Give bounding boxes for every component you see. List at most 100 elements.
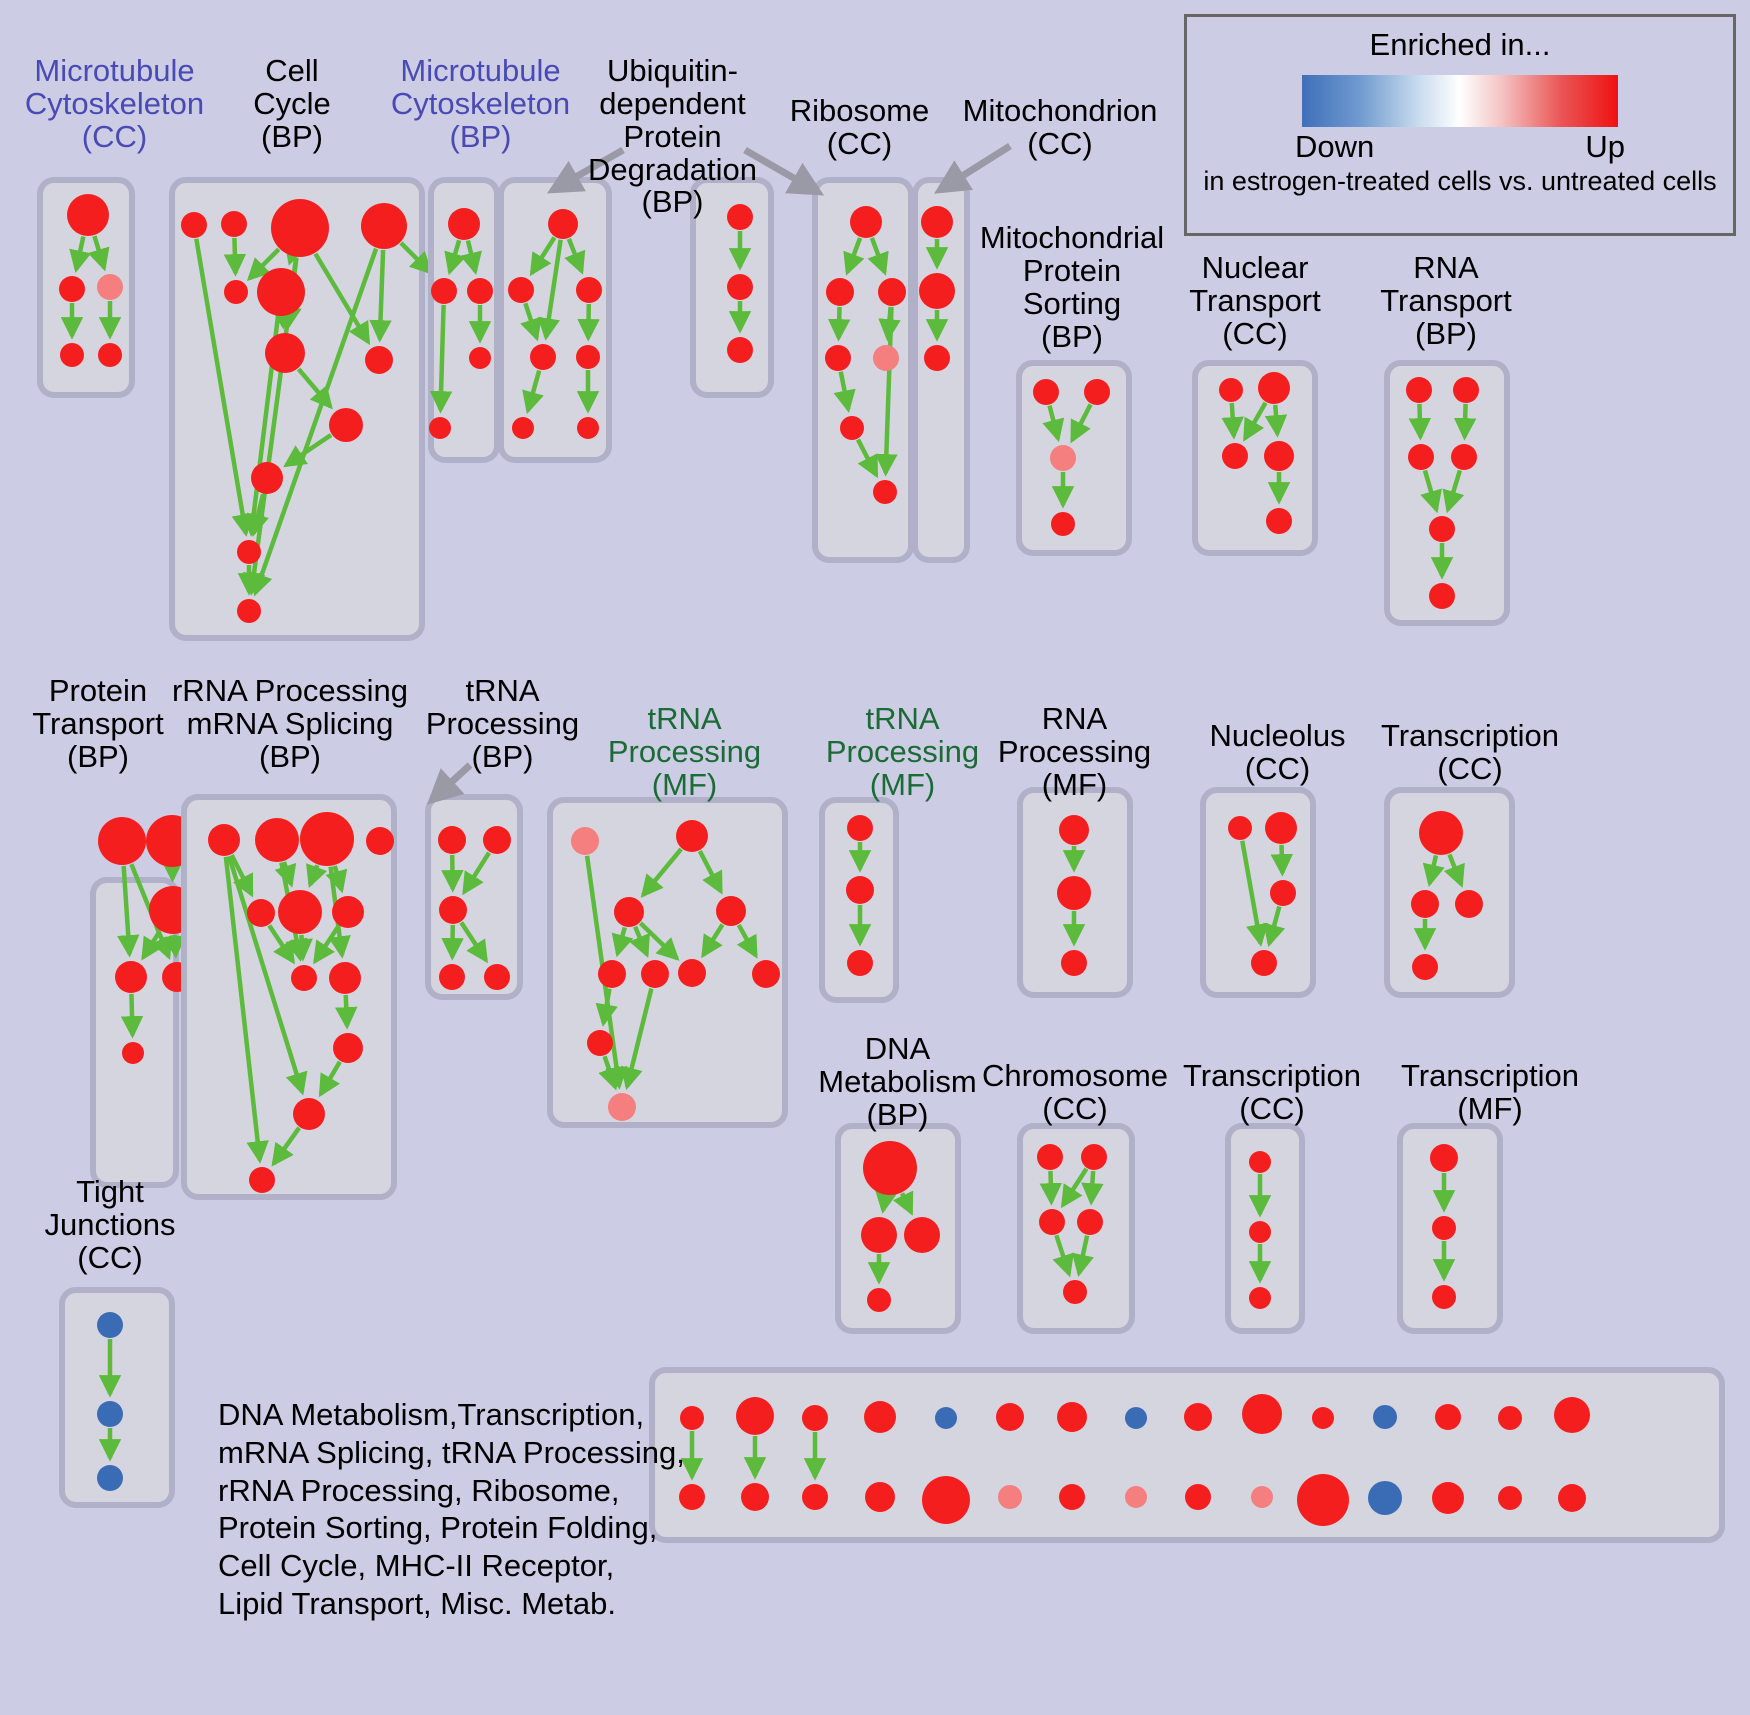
gene-node[interactable]: [265, 333, 305, 373]
gene-node[interactable]: [641, 960, 669, 988]
gene-node[interactable]: [1406, 377, 1432, 403]
gene-node[interactable]: [741, 1483, 769, 1511]
gene-node[interactable]: [1368, 1481, 1402, 1515]
gene-node[interactable]: [727, 337, 753, 363]
gene-node[interactable]: [1265, 812, 1297, 844]
gene-node[interactable]: [329, 408, 363, 442]
gene-node[interactable]: [576, 345, 600, 369]
gene-node[interactable]: [678, 959, 706, 987]
gene-node[interactable]: [1251, 950, 1277, 976]
gene-node[interactable]: [1411, 890, 1439, 918]
gene-node[interactable]: [1219, 378, 1243, 402]
gene-node[interactable]: [237, 540, 261, 564]
gene-node[interactable]: [1455, 890, 1483, 918]
gene-node[interactable]: [864, 1401, 896, 1433]
gene-node[interactable]: [863, 1141, 917, 1195]
gene-node[interactable]: [802, 1405, 828, 1431]
gene-node[interactable]: [1063, 1280, 1087, 1304]
gene-node[interactable]: [1059, 1484, 1085, 1510]
gene-node[interactable]: [1057, 1402, 1087, 1432]
gene-node[interactable]: [530, 344, 556, 370]
gene-node[interactable]: [679, 1484, 705, 1510]
gene-node[interactable]: [878, 278, 906, 306]
gene-node[interactable]: [1312, 1407, 1334, 1429]
gene-node[interactable]: [577, 417, 599, 439]
gene-node[interactable]: [67, 194, 109, 236]
cluster-panel[interactable]: [649, 1367, 1725, 1543]
gene-node[interactable]: [1228, 816, 1252, 840]
gene-node[interactable]: [1453, 377, 1479, 403]
gene-node[interactable]: [60, 343, 84, 367]
gene-node[interactable]: [224, 280, 248, 304]
gene-node[interactable]: [1084, 379, 1110, 405]
gene-node[interactable]: [598, 960, 626, 988]
gene-node[interactable]: [97, 1312, 123, 1338]
gene-node[interactable]: [1057, 876, 1091, 910]
gene-node[interactable]: [293, 1098, 325, 1130]
gene-node[interactable]: [608, 1093, 636, 1121]
gene-node[interactable]: [1429, 516, 1455, 542]
gene-node[interactable]: [1270, 880, 1296, 906]
gene-node[interactable]: [935, 1407, 957, 1429]
gene-node[interactable]: [850, 206, 882, 238]
gene-node[interactable]: [255, 818, 299, 862]
gene-node[interactable]: [291, 965, 317, 991]
cluster-panel[interactable]: [425, 794, 523, 1000]
gene-node[interactable]: [98, 817, 146, 865]
gene-node[interactable]: [467, 278, 493, 304]
gene-node[interactable]: [840, 416, 864, 440]
gene-node[interactable]: [329, 962, 361, 994]
gene-node[interactable]: [361, 203, 407, 249]
gene-node[interactable]: [1125, 1486, 1147, 1508]
gene-node[interactable]: [469, 347, 491, 369]
gene-node[interactable]: [1432, 1285, 1456, 1309]
gene-node[interactable]: [1242, 1394, 1282, 1434]
gene-node[interactable]: [1435, 1404, 1461, 1430]
gene-node[interactable]: [996, 1403, 1024, 1431]
gene-node[interactable]: [247, 899, 275, 927]
gene-node[interactable]: [1059, 815, 1089, 845]
gene-node[interactable]: [1554, 1397, 1590, 1433]
gene-node[interactable]: [826, 278, 854, 306]
gene-node[interactable]: [873, 345, 899, 371]
gene-node[interactable]: [587, 1030, 613, 1056]
gene-node[interactable]: [431, 278, 457, 304]
gene-node[interactable]: [1264, 441, 1294, 471]
gene-node[interactable]: [1558, 1484, 1586, 1512]
gene-node[interactable]: [924, 345, 950, 371]
gene-node[interactable]: [847, 815, 873, 841]
gene-node[interactable]: [1077, 1209, 1103, 1235]
gene-node[interactable]: [1251, 1486, 1273, 1508]
gene-node[interactable]: [1185, 1484, 1211, 1510]
gene-node[interactable]: [861, 1217, 897, 1253]
gene-node[interactable]: [1249, 1221, 1271, 1243]
gene-node[interactable]: [97, 1465, 123, 1491]
gene-node[interactable]: [1373, 1405, 1397, 1429]
gene-node[interactable]: [448, 208, 480, 240]
gene-node[interactable]: [1039, 1209, 1065, 1235]
gene-node[interactable]: [1037, 1144, 1063, 1170]
gene-node[interactable]: [904, 1217, 940, 1253]
cluster-panel[interactable]: [37, 177, 135, 398]
gene-node[interactable]: [484, 964, 510, 990]
gene-node[interactable]: [251, 462, 283, 494]
gene-node[interactable]: [271, 199, 329, 257]
gene-node[interactable]: [181, 212, 207, 238]
gene-node[interactable]: [576, 277, 602, 303]
cluster-panel[interactable]: [1017, 1123, 1135, 1334]
gene-node[interactable]: [921, 206, 953, 238]
gene-node[interactable]: [1432, 1482, 1464, 1514]
cluster-panel[interactable]: [1192, 360, 1318, 556]
gene-node[interactable]: [1125, 1407, 1147, 1429]
gene-node[interactable]: [919, 273, 955, 309]
gene-node[interactable]: [332, 896, 364, 928]
gene-node[interactable]: [278, 890, 322, 934]
gene-node[interactable]: [59, 276, 85, 302]
gene-node[interactable]: [847, 950, 873, 976]
gene-node[interactable]: [571, 827, 599, 855]
gene-node[interactable]: [439, 896, 467, 924]
gene-node[interactable]: [1498, 1486, 1522, 1510]
gene-node[interactable]: [614, 897, 644, 927]
gene-node[interactable]: [98, 343, 122, 367]
gene-node[interactable]: [1050, 445, 1076, 471]
